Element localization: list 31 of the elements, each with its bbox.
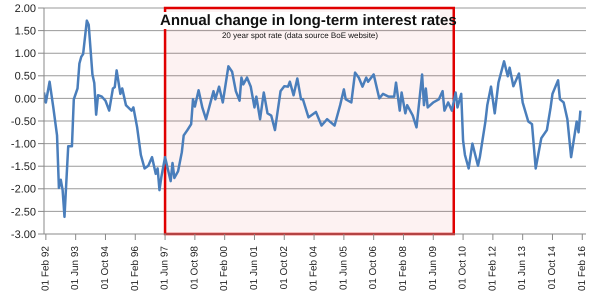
x-tick-label: 01 Jun 13 — [517, 246, 528, 290]
x-tick-label: 01 Feb 08 — [398, 246, 409, 292]
y-tick-label: 0.00 — [14, 93, 36, 106]
x-tick-label: 01 Oct 02 — [278, 246, 290, 290]
y-tick-label: -0.50 — [10, 116, 36, 128]
x-tick-label: 01 Jun 97 — [160, 246, 171, 290]
x-tick-label: 01 Feb 12 — [487, 246, 498, 292]
x-tick-label: 01 Oct 98 — [189, 246, 200, 290]
x-tick-label: 01 Feb 00 — [219, 246, 230, 292]
y-tick-label: -3.00 — [10, 228, 36, 241]
x-tick-label: 01 Feb 92 — [40, 246, 52, 292]
y-tick-label: 0.50 — [14, 70, 36, 83]
y-tick-label: 1.50 — [14, 26, 36, 38]
y-tick-label: 1.00 — [14, 48, 36, 60]
y-tick-label: -1.00 — [10, 138, 36, 151]
x-tick-label: 01 Jun 01 — [248, 246, 260, 290]
x-tick-label: 01 Feb 16 — [576, 246, 588, 292]
x-tick-label: 01 Jun 93 — [70, 246, 82, 290]
x-tick-label: 01 Jun 05 — [338, 246, 350, 290]
x-tick-label: 01 Oct 06 — [368, 246, 380, 290]
y-tick-label: -1.50 — [10, 161, 36, 174]
x-tick-label: 01 Jun 09 — [428, 246, 439, 290]
text: 20 year spot rate (data source BoE website) — [220, 31, 380, 40]
x-tick-label: 01 Oct 14 — [546, 246, 558, 290]
x-tick-label: 01 Oct 94 — [100, 246, 111, 290]
y-tick-label: 2.00 — [14, 2, 36, 15]
x-tick-label: 01 Feb 96 — [130, 246, 141, 292]
x-tick-label: 01 Oct 10 — [458, 246, 469, 290]
y-tick-label: -2.50 — [10, 206, 36, 218]
x-tick-label: 01 Feb 04 — [308, 246, 320, 292]
y-tick-label: -2.00 — [10, 184, 36, 196]
